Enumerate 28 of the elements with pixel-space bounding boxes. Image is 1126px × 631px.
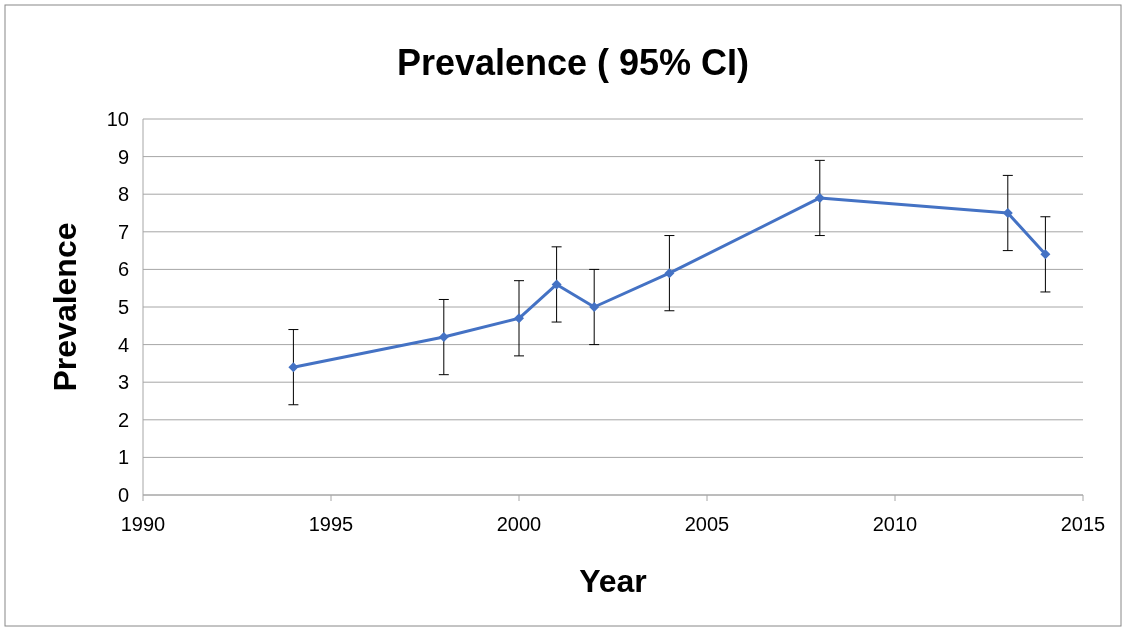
y-tick-label: 10 (106, 108, 129, 130)
chart-title: Prevalence ( 95% CI) (396, 42, 750, 83)
x-tick-label: 2005 (684, 513, 730, 535)
y-tick-label: 4 (117, 333, 129, 356)
point (438, 332, 449, 343)
point (814, 192, 825, 203)
x-tick-label: 2000 (496, 513, 542, 535)
x-tick-label: 1995 (308, 513, 354, 535)
x-tick-label: 2010 (872, 513, 918, 535)
y-tick-label: 7 (117, 220, 129, 243)
y-tick-label: 9 (117, 145, 129, 168)
point (589, 302, 600, 312)
point (514, 313, 524, 324)
point (1040, 249, 1051, 260)
y-tick-label: 5 (117, 296, 129, 318)
x-axis-title: Year (579, 563, 647, 599)
point (664, 268, 675, 279)
y-tick-label: 0 (117, 484, 129, 506)
x-tick-label: 2015 (1060, 513, 1106, 535)
y-tick-label: 3 (117, 371, 129, 394)
y-tick-label: 1 (117, 446, 129, 469)
point (551, 279, 562, 290)
y-tick-label: 6 (117, 258, 129, 281)
point (288, 362, 299, 373)
x-tick-label: 1990 (120, 513, 166, 535)
y-tick-label: 2 (117, 408, 129, 431)
y-tick-label: 8 (117, 183, 129, 206)
y-axis-title: Prevalence (47, 222, 83, 392)
